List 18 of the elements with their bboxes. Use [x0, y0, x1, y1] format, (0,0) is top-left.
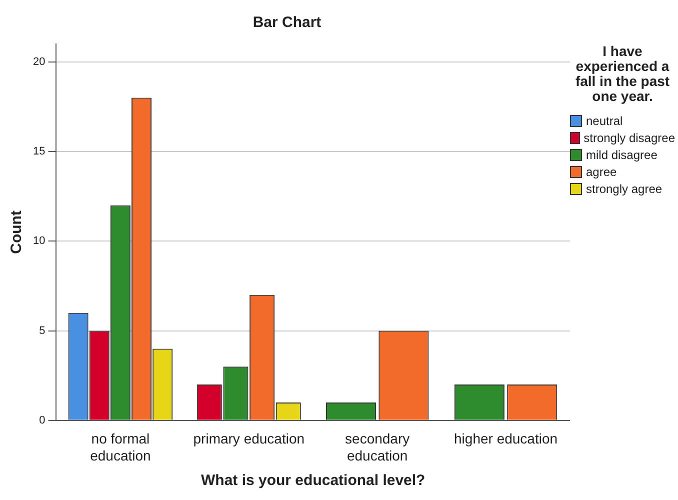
chart-title: Bar Chart: [252, 14, 322, 32]
x-tick-label: higher education: [454, 430, 558, 447]
y-axis-title: Count: [8, 210, 26, 254]
x-tick-label: no formal education: [90, 430, 151, 464]
legend-label: neutral: [586, 114, 623, 128]
legend-label: agree: [586, 164, 617, 178]
legend-label: strongly agree: [586, 182, 662, 196]
y-tick-label: 15: [32, 146, 46, 158]
legend-title: I have experienced a fall in the past one year.: [574, 43, 671, 104]
y-tick-label: 20: [32, 56, 46, 68]
y-tick-label: 10: [32, 235, 46, 248]
x-axis-title: What is your educational level?: [201, 472, 426, 490]
y-tick-label: 0: [39, 414, 46, 426]
y-tick-label: 5: [39, 324, 46, 337]
x-tick-label: secondary education: [345, 430, 410, 464]
x-tick-label: primary education: [193, 430, 305, 447]
legend-label: mild disagree: [586, 148, 658, 162]
legend-label: strongly disagree: [584, 130, 675, 144]
